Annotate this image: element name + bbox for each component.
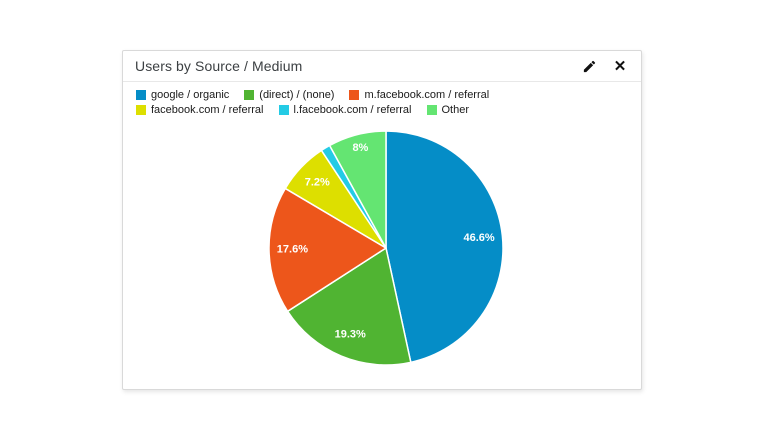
legend-swatch	[136, 90, 146, 100]
header-actions: ✕	[580, 57, 629, 75]
legend-label: (direct) / (none)	[259, 89, 335, 101]
edit-button[interactable]	[580, 57, 598, 75]
legend-swatch	[136, 105, 146, 115]
legend-label: facebook.com / referral	[151, 104, 264, 116]
close-icon: ✕	[613, 57, 627, 75]
legend: google / organic (direct) / (none) m.fac…	[123, 82, 641, 117]
legend-label: google / organic	[151, 89, 230, 101]
legend-item: Other	[426, 103, 470, 117]
pencil-icon	[582, 59, 597, 74]
legend-item: m.facebook.com / referral	[349, 88, 489, 102]
legend-swatch	[244, 90, 255, 100]
widget-card: Users by Source / Medium ✕ google / orga…	[122, 50, 642, 390]
pie-slice-5[interactable]	[328, 130, 387, 249]
pie-chart: 46.6%19.3%17.6%7.2%8%	[268, 130, 504, 366]
widget-header: Users by Source / Medium ✕	[123, 51, 641, 82]
legend-item: google / organic	[136, 88, 229, 102]
legend-item: l.facebook.com / referral	[278, 103, 412, 117]
pie-slice-0[interactable]	[385, 130, 504, 364]
legend-swatch	[426, 105, 437, 115]
close-button[interactable]: ✕	[611, 57, 629, 75]
legend-item: facebook.com / referral	[136, 103, 264, 117]
legend-swatch	[349, 90, 360, 100]
legend-swatch	[278, 105, 289, 115]
legend-label: Other	[441, 104, 470, 116]
pie-slice-1[interactable]	[286, 247, 412, 366]
widget-title: Users by Source / Medium	[135, 58, 303, 74]
pie-slice-2[interactable]	[268, 187, 387, 313]
legend-label: m.facebook.com / referral	[364, 89, 490, 101]
legend-label: l.facebook.com / referral	[293, 104, 412, 116]
legend-item: (direct) / (none)	[244, 88, 334, 102]
